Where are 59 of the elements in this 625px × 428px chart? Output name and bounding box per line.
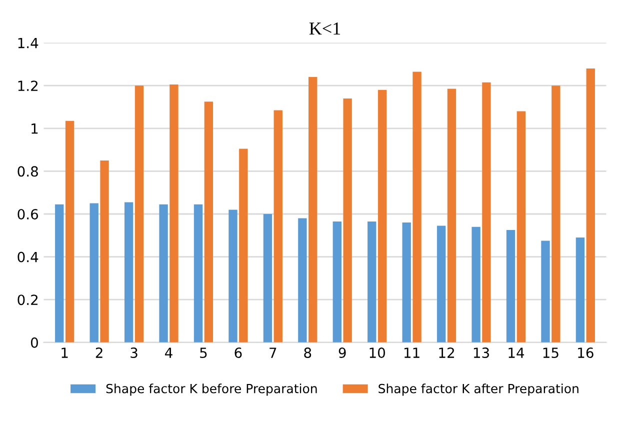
y-tick-label: 1.4 <box>18 38 38 48</box>
y-tick-label: 0 <box>30 337 38 348</box>
bar <box>194 204 203 342</box>
bar <box>368 221 376 342</box>
x-tick-label: 14 <box>508 348 524 358</box>
x-tick-label: 12 <box>439 348 454 358</box>
bar <box>576 238 585 342</box>
bar <box>55 204 64 342</box>
x-tick-label: 4 <box>165 348 172 358</box>
y-tick-label: 0.4 <box>18 252 38 262</box>
y-tick-label: 0.2 <box>18 294 38 306</box>
bar <box>541 240 550 342</box>
legend-label: Shape factor K after Preparation <box>378 384 578 396</box>
bar <box>552 86 560 342</box>
bar <box>308 77 318 342</box>
bar <box>343 98 352 342</box>
y-tick-label: 1 <box>32 124 38 134</box>
chart-title: K<1 <box>309 22 340 34</box>
bar <box>332 221 342 342</box>
y-tick-label: 1.2 <box>18 80 38 91</box>
bar <box>134 86 144 342</box>
bar <box>402 222 411 342</box>
bar <box>159 204 168 342</box>
bar <box>516 111 526 342</box>
x-tick-label: 7 <box>270 348 276 358</box>
bar <box>586 68 595 342</box>
bar <box>378 90 387 342</box>
bar <box>65 120 74 342</box>
bar <box>472 226 480 342</box>
x-tick-label: 5 <box>200 348 207 358</box>
bar <box>228 210 238 342</box>
bar <box>90 203 98 342</box>
bar <box>170 84 178 342</box>
bar <box>100 160 109 342</box>
bar <box>412 72 422 342</box>
bar <box>124 202 134 342</box>
x-tick-label: 1 <box>62 348 68 358</box>
x-tick-label: 15 <box>543 348 558 358</box>
x-tick-label: 9 <box>338 348 346 358</box>
x-tick-label: 3 <box>130 348 138 358</box>
bar <box>204 102 214 342</box>
x-tick-label: 2 <box>96 348 102 358</box>
x-tick-label: 11 <box>404 348 420 358</box>
bar <box>274 110 282 342</box>
legend-label: Shape factor K before Preparation <box>106 384 317 396</box>
bar <box>298 218 307 342</box>
bar <box>506 230 516 342</box>
x-tick-label: 8 <box>304 348 312 358</box>
bar <box>239 148 248 342</box>
bar <box>482 82 491 342</box>
bar <box>263 214 272 342</box>
x-tick-label: 10 <box>370 348 385 358</box>
y-tick-label: 0.8 <box>18 166 38 177</box>
bar <box>436 226 446 342</box>
x-tick-label: 13 <box>474 348 489 358</box>
x-tick-label: 6 <box>234 348 242 358</box>
bar <box>447 88 456 342</box>
y-tick-label: 0.6 <box>18 208 38 220</box>
x-tick-label: 16 <box>578 348 594 358</box>
